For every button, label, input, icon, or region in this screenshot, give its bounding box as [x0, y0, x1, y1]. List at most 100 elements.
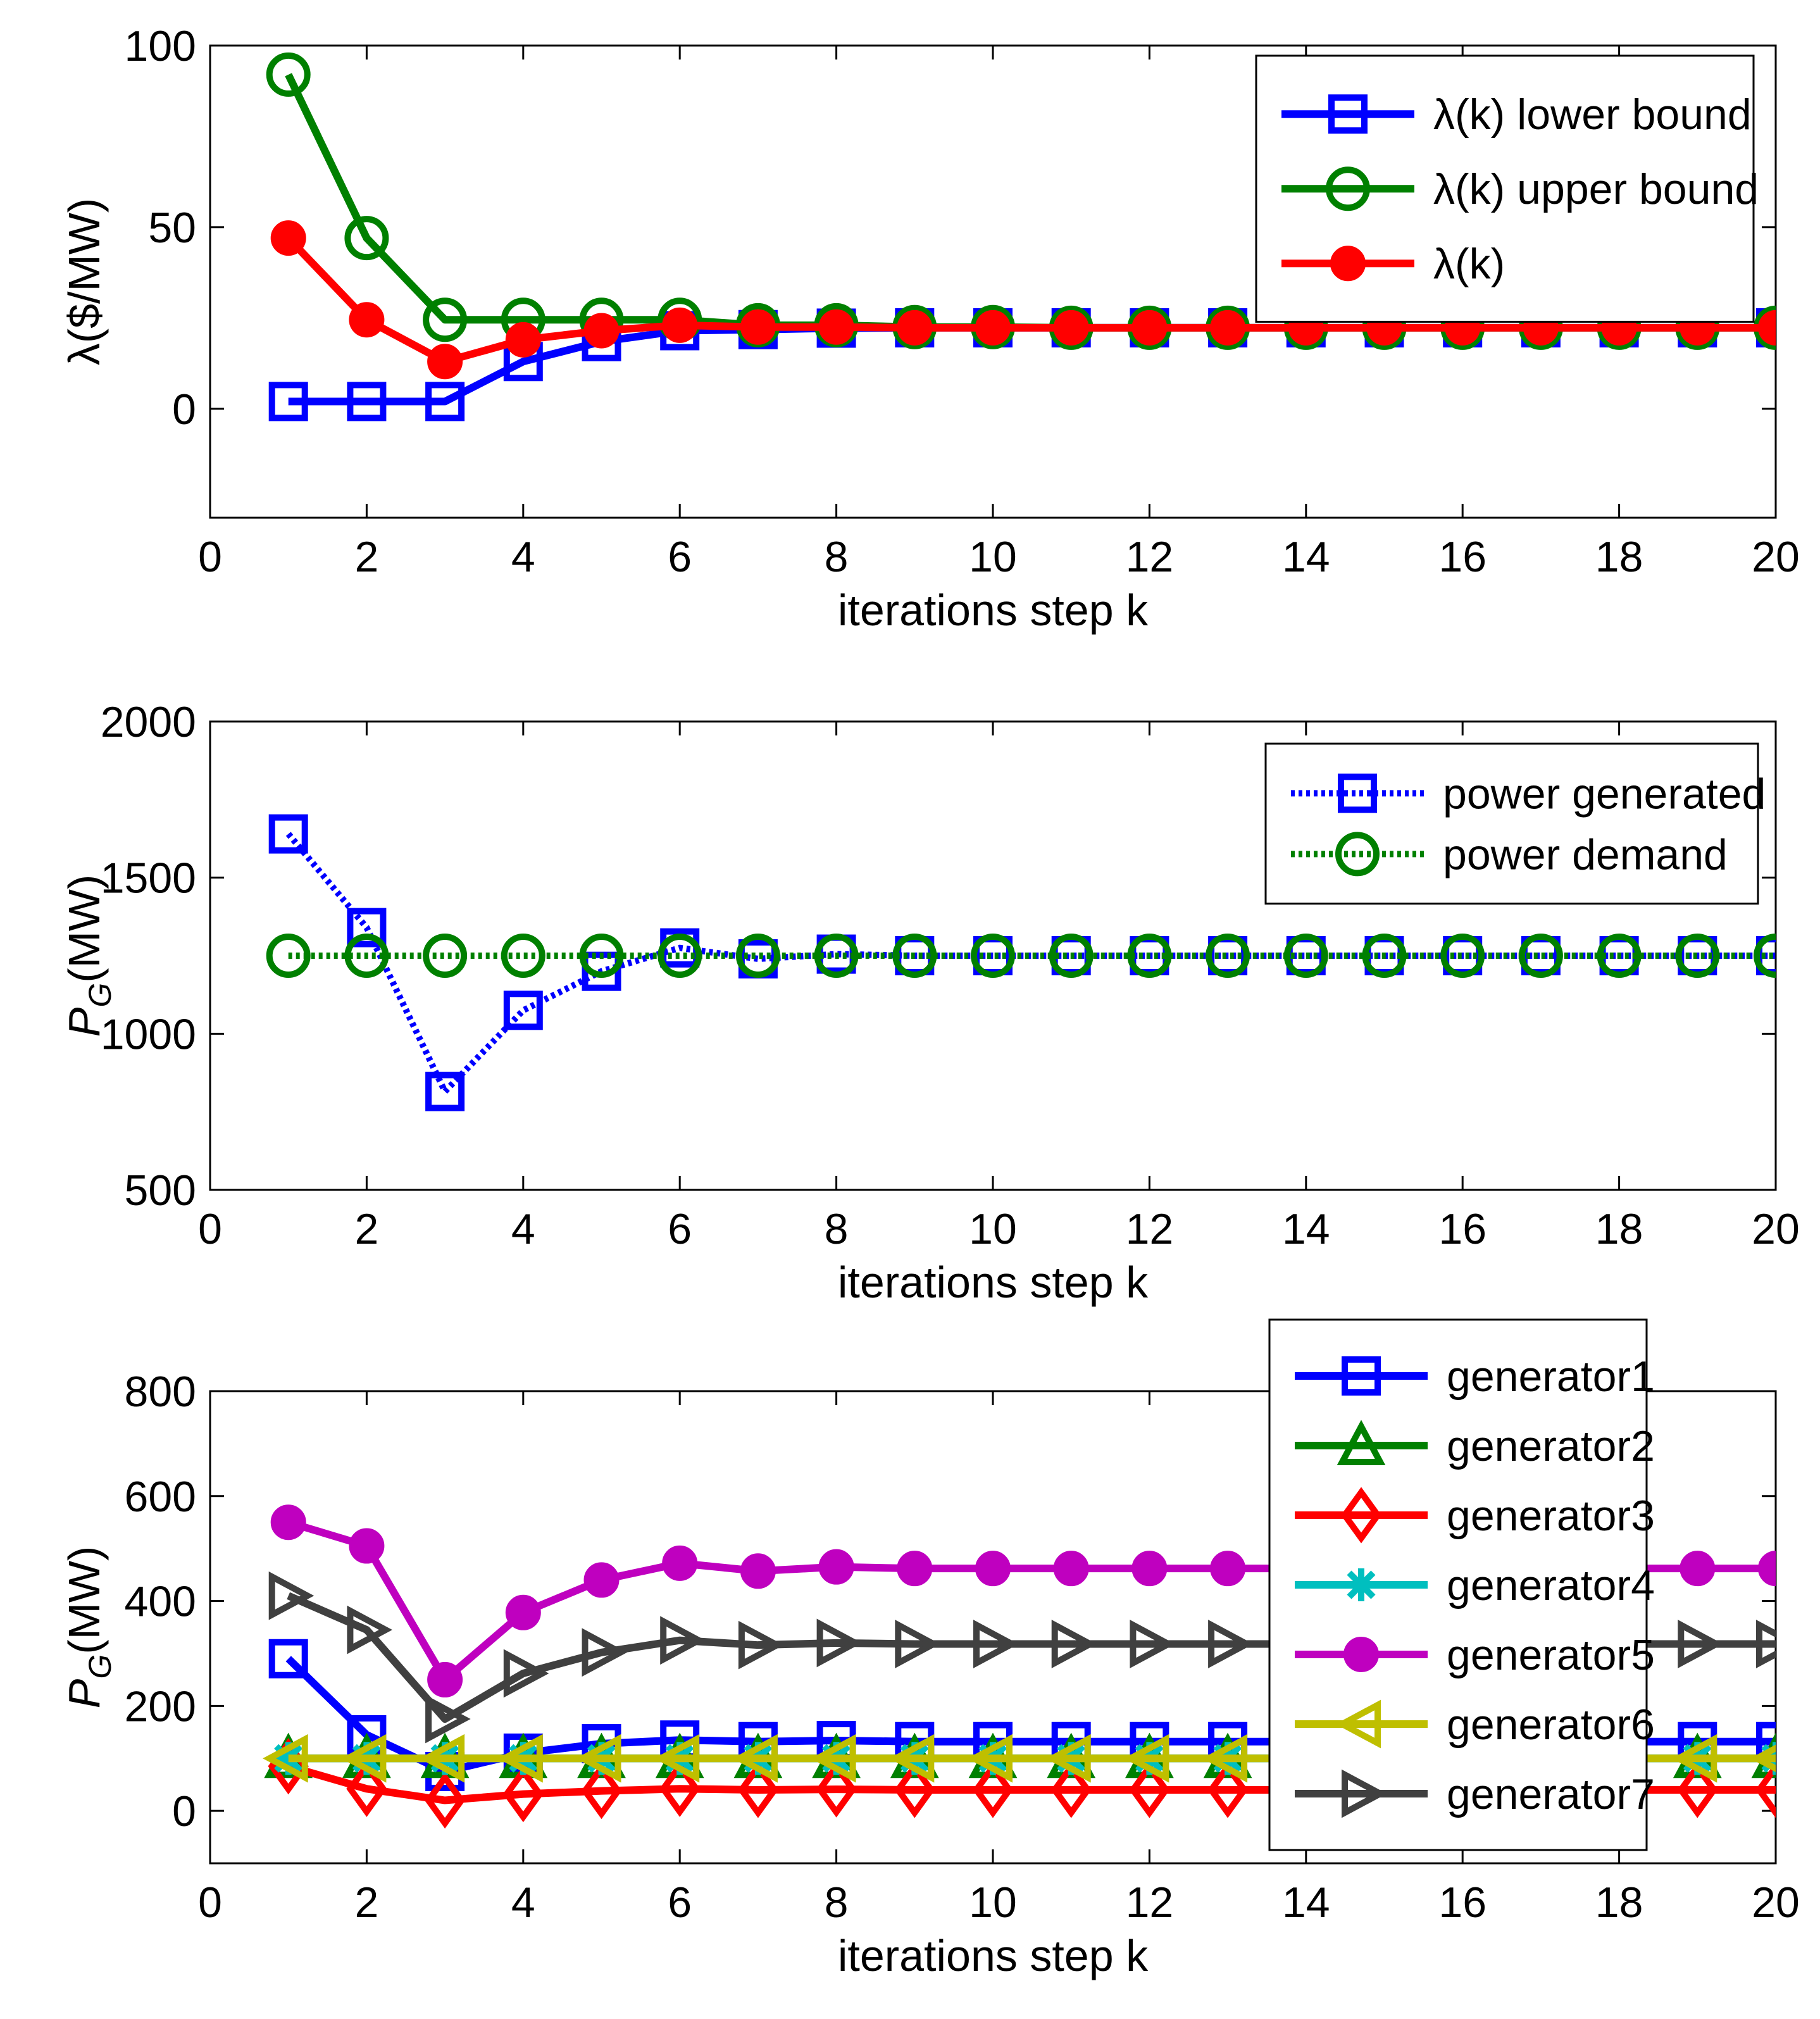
generator7-marker-5 [660, 1616, 706, 1665]
generator7-marker-9 [973, 1620, 1019, 1668]
k-marker-5 [662, 307, 698, 343]
k-marker-1 [349, 302, 385, 338]
legend: λ(k) lower bound λ(k) upper bound λ(k) [1255, 54, 1759, 323]
plot-area [266, 814, 1776, 1111]
x-tick-label: 8 [825, 533, 849, 581]
plot-area [266, 52, 1776, 422]
power-demand-marker-7 [814, 934, 859, 978]
y-axis-label-sub: G [82, 1654, 118, 1679]
x-tick-label: 0 [198, 1878, 222, 1927]
generator6-marker-12 [1202, 1734, 1248, 1783]
legend-generator6-label: generator6 [1447, 1701, 1655, 1749]
generator3-marker-7 [816, 1761, 857, 1818]
generator5-marker-2 [427, 1661, 463, 1697]
legend-k-upper-bound-marker-legend [1326, 166, 1370, 211]
power-demand-marker-9 [971, 934, 1015, 978]
x-tick-label: 14 [1282, 1878, 1330, 1927]
generator3-marker-8 [894, 1761, 935, 1818]
x-tick-label: 8 [825, 1205, 849, 1253]
k-marker-9 [975, 309, 1011, 346]
x-tick-label: 16 [1438, 533, 1487, 581]
generator6-marker-2 [419, 1734, 465, 1783]
legend-generator6-marker-legend [1335, 1699, 1381, 1749]
subplot-power-balance: 0 2 4 6 8 10 12 14 16 18 20 500 1000 1500 2000 iteratio… [59, 698, 1800, 1307]
k-marker-2 [427, 344, 463, 380]
x-tick-label: 14 [1282, 1205, 1330, 1253]
y-tick-label: 1000 [101, 1010, 196, 1058]
y-tick-label: 1500 [101, 854, 196, 903]
legend-generator7-label: generator7 [1447, 1770, 1655, 1818]
power-demand-marker-16 [1518, 934, 1563, 978]
x-tick-label: 10 [969, 1878, 1017, 1927]
generator6-marker-8 [888, 1734, 935, 1783]
power-demand-marker-13 [1283, 934, 1328, 978]
x-tick-label: 8 [825, 1878, 849, 1927]
generator5-marker-7 [818, 1549, 854, 1585]
k-upper-bound-marker-0 [266, 52, 311, 97]
x-axis-label: iterations step k [838, 1931, 1149, 1980]
generator5-marker-19 [1758, 1551, 1776, 1587]
power-demand-marker-0 [266, 934, 311, 978]
x-tick-label: 6 [668, 533, 692, 581]
legend-generator5-marker-legend [1343, 1637, 1379, 1672]
x-tick-label: 4 [511, 1205, 535, 1253]
generator6-marker-4 [575, 1734, 621, 1783]
y-axis-label-sub: G [82, 983, 118, 1008]
generator3-marker-6 [737, 1761, 779, 1818]
x-tick-label: 12 [1126, 533, 1174, 581]
x-tick-label: 2 [354, 1878, 378, 1927]
power-demand-marker-8 [892, 934, 937, 978]
generator3-marker-4 [581, 1763, 622, 1820]
k-lower-bound-marker-2 [425, 382, 465, 422]
x-tick-label: 2 [354, 533, 378, 581]
y-axis-label: PG(MW) [59, 875, 118, 1037]
power-generated-marker-0 [268, 814, 308, 854]
power-demand-marker-3 [501, 934, 545, 978]
subplot-lambda: 0 2 4 6 8 10 12 14 16 18 20 0 50 100 iterations step k… [59, 22, 1800, 635]
generator1-marker-0 [268, 1639, 308, 1678]
x-tick-label: 4 [511, 533, 535, 581]
generator6-marker-3 [497, 1734, 543, 1783]
k-marker-11 [1131, 309, 1168, 346]
generator6-marker-1 [340, 1734, 387, 1783]
generator7-marker-12 [1208, 1620, 1254, 1668]
generator6-marker-6 [732, 1734, 778, 1783]
legend-power-demand-marker-legend [1335, 832, 1380, 877]
legend-generator1-marker-legend [1342, 1356, 1381, 1396]
x-tick-label: 0 [198, 1205, 222, 1253]
x-tick-label: 16 [1438, 1878, 1487, 1927]
k-upper-bound-marker-2 [423, 297, 468, 342]
generator5-marker-5 [662, 1545, 698, 1581]
x-tick-label: 6 [668, 1205, 692, 1253]
generator7-marker-6 [738, 1620, 784, 1670]
legend-generator2-label: generator2 [1447, 1422, 1655, 1470]
x-tick-label: 10 [969, 533, 1017, 581]
generator6-marker-19 [1750, 1744, 1776, 1772]
power-demand-marker-18 [1675, 934, 1720, 978]
generator5-marker-6 [740, 1553, 776, 1589]
x-tick-label: 18 [1595, 533, 1643, 581]
generator7-marker-19 [1756, 1620, 1776, 1668]
y-tick-label: 800 [125, 1368, 196, 1416]
legend-k-lower-bound-marker-legend [1328, 94, 1368, 134]
generator3-marker-12 [1207, 1761, 1249, 1818]
generator3-marker-3 [502, 1766, 544, 1823]
legend: generator1 generator2 generator3 generator4… [1268, 1318, 1655, 1851]
generator5-marker-11 [1131, 1551, 1168, 1587]
generator6-marker-18 [1671, 1734, 1717, 1783]
generator7-marker-3 [503, 1649, 549, 1698]
k-marker-3 [505, 322, 541, 358]
legend-power-demand-label: power demand [1443, 830, 1728, 878]
k-marker-7 [818, 309, 854, 345]
generator7-marker-10 [1051, 1620, 1097, 1668]
generator7-marker-2 [425, 1694, 471, 1744]
generator5-marker-12 [1210, 1551, 1246, 1587]
k-marker-0 [270, 220, 306, 256]
y-axis-label: λ($/MW) [59, 198, 109, 365]
legend-power-generated-label: power generated [1443, 770, 1766, 818]
x-axis-label: iterations step k [838, 585, 1149, 635]
power-demand-marker-1 [344, 934, 389, 978]
power-demand-marker-17 [1597, 934, 1642, 978]
power-demand-marker-14 [1362, 934, 1407, 978]
power-generated-marker-1 [347, 908, 387, 947]
